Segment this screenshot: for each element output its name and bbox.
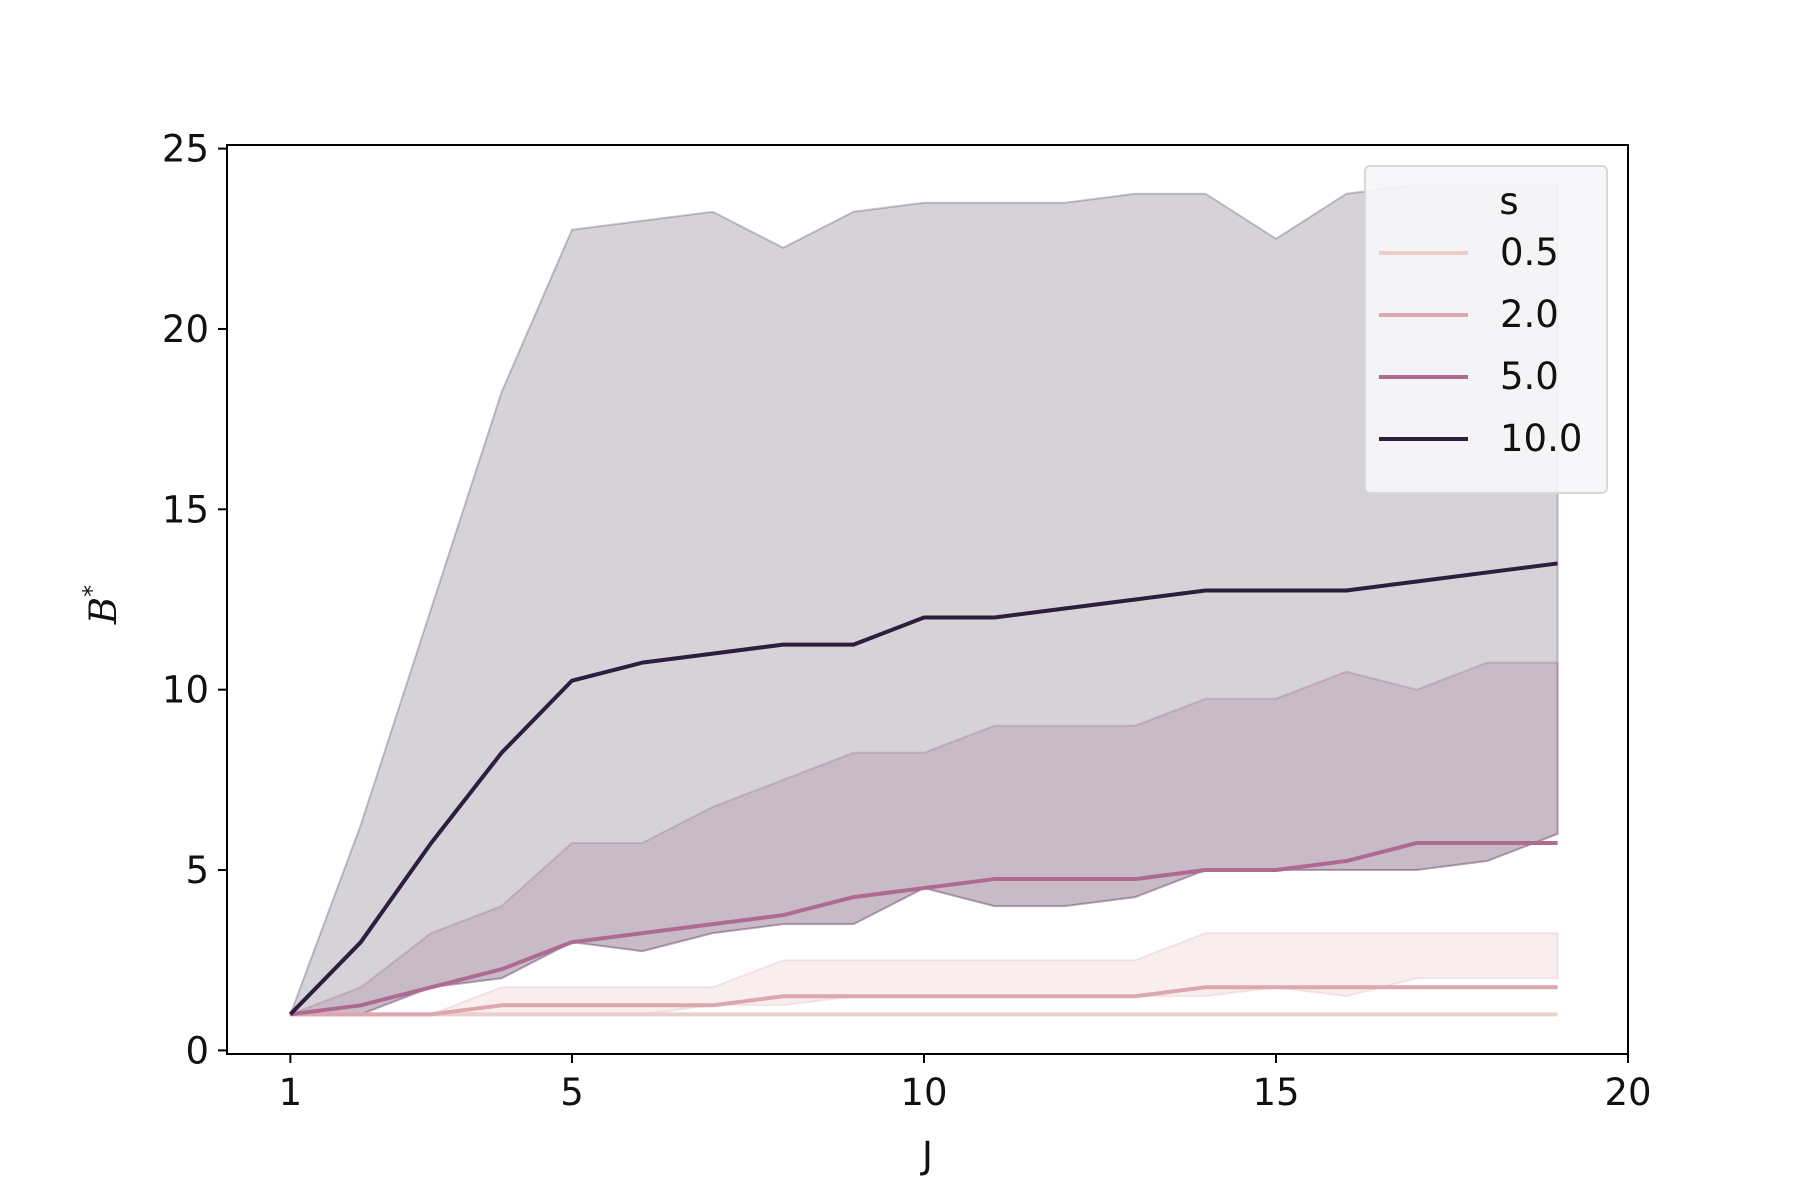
band-s-2 — [290, 661, 1559, 1016]
x-tick-label: 20 — [1604, 1071, 1651, 1114]
y-axis-label-superscript: * — [78, 585, 106, 597]
legend-box — [1364, 165, 1608, 494]
legend-title: s — [1499, 180, 1518, 223]
line-s-1 — [290, 985, 1558, 1017]
y-axis-ticks: 0 5 10 15 20 25 — [162, 128, 227, 1072]
plot-frame — [226, 144, 1629, 1055]
y-tick-label: 0 — [185, 1029, 209, 1072]
band-s-3 — [288, 183, 1559, 1016]
x-axis-label: J — [920, 1134, 933, 1177]
line-s-2 — [290, 840, 1558, 1017]
y-tick-label: 5 — [185, 849, 209, 892]
x-tick-label: 10 — [900, 1071, 947, 1114]
confidence-bands — [288, 183, 1559, 1016]
legend-label: 10.0 — [1500, 417, 1582, 460]
x-axis-ticks: 1 5 10 15 20 — [279, 1054, 1652, 1114]
y-axis-label-base: B — [82, 597, 125, 625]
legend-label: 5.0 — [1500, 355, 1559, 398]
y-axis-label-text: B* — [78, 585, 125, 625]
x-tick-label: 1 — [279, 1071, 303, 1114]
x-tick-label: 15 — [1252, 1071, 1299, 1114]
legend-label: 0.5 — [1500, 231, 1559, 274]
series-lines — [288, 561, 1558, 1017]
y-tick-label: 10 — [162, 669, 209, 712]
legend-label: 2.0 — [1500, 293, 1559, 336]
y-tick-label: 15 — [162, 488, 209, 531]
y-tick-label: 25 — [162, 128, 209, 171]
y-tick-label: 20 — [162, 308, 209, 351]
y-axis-label: B* — [78, 585, 125, 625]
legend-items: 0.5 2.0 5.0 10.0 — [1379, 231, 1582, 460]
x-tick-label: 5 — [560, 1071, 584, 1114]
legend: s 0.5 2.0 5.0 10.0 — [1364, 165, 1608, 494]
line-s-3 — [288, 561, 1558, 1016]
